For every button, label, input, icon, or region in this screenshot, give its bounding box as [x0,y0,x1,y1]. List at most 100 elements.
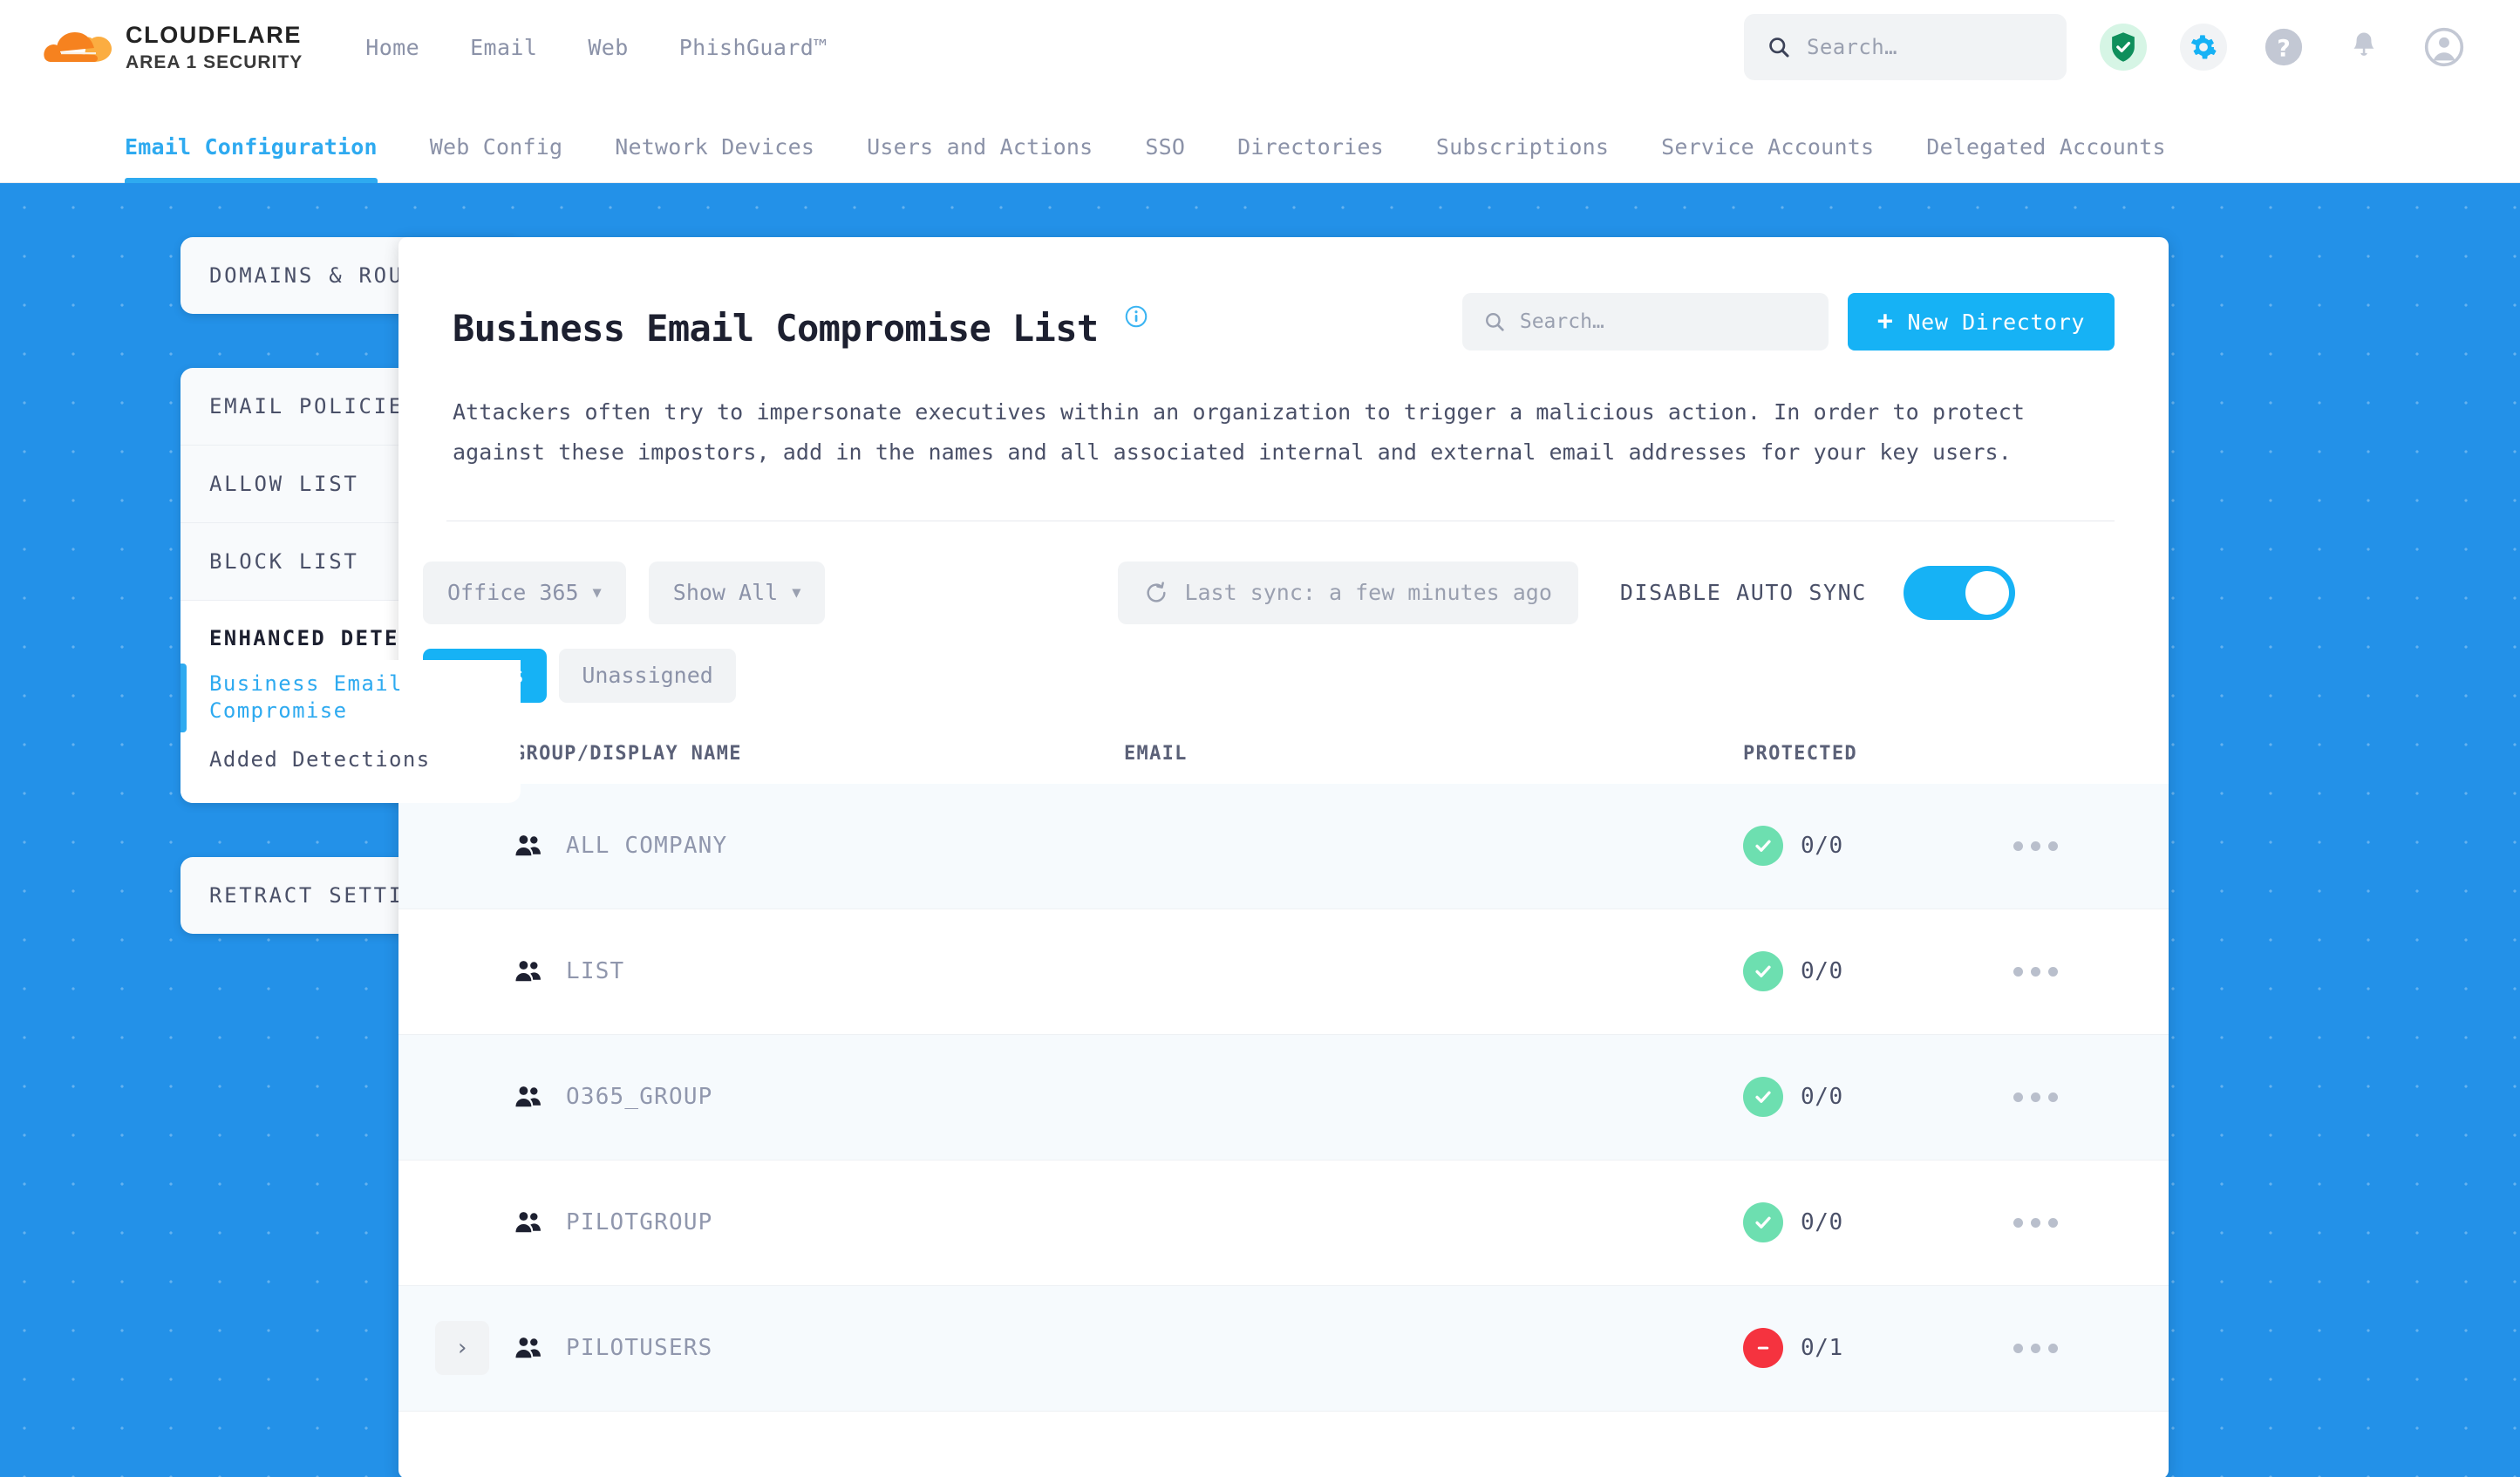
overflow-menu-icon[interactable] [2013,1217,2162,1228]
main-header: Business Email Compromise List Search… [398,237,2169,351]
overflow-menu-icon[interactable] [2013,841,2162,851]
topnav-item-phishguard[interactable]: PhishGuard™ [678,34,828,60]
search-icon [1769,37,1789,58]
shield-check-icon[interactable] [2100,24,2147,71]
group-people-icon [515,961,541,982]
auto-sync-label: DISABLE AUTO SYNC [1619,580,1867,605]
secondary-nav: Email Configuration Web Config Network D… [0,94,2520,183]
tab-delegated-accounts[interactable]: Delegated Accounts [1926,134,2166,160]
row-protected-text: 0/0 [1801,958,1843,984]
page-body: DOMAINS & ROUTING EMAIL POLICIES ALLOW L… [0,183,2520,1477]
row-protected-text: 0/0 [1801,1209,1843,1235]
row-protected-text: 0/0 [1801,1084,1843,1110]
tab-email-configuration[interactable]: Email Configuration [125,134,378,183]
page-title-text: Business Email Compromise List [453,307,1099,350]
directory-search-input[interactable]: Search… [1461,293,1829,351]
row-expand-cell: › [398,1321,514,1375]
page-title: Business Email Compromise List [453,294,1148,350]
view-segments: Groups Unassigned [398,624,2169,703]
provider-select[interactable]: Office 365 ▼ [423,561,626,624]
header-actions: Search… ? [1744,14,2468,80]
row-protected-cell: 0/0 [1743,1077,2013,1117]
help-icon[interactable]: ? [2260,24,2307,71]
tab-sso[interactable]: SSO [1145,134,1186,160]
row-name-text: LIST [566,958,625,984]
app-header: CLOUDFLARE AREA 1 SECURITY Home Email We… [0,0,2520,94]
sidebar-item-block-list[interactable]: BLOCK LIST [180,523,521,601]
row-menu-cell [2013,1092,2162,1102]
cloudflare-cloud-icon [44,32,112,62]
col-header-email: EMAIL [1124,742,1188,765]
info-icon[interactable] [1125,294,1148,337]
avatar-glyph [2424,27,2464,67]
row-name-cell: LIST [514,958,1124,984]
toggle-knob [1965,570,2009,615]
row-protected-cell: 0/0 [1743,951,2013,991]
row-name-cell: O365_GROUP [514,1084,1124,1110]
tab-subscriptions[interactable]: Subscriptions [1435,134,1610,160]
filter-toolbar: Office 365 ▼ Show All ▼ Last sync: a few… [398,521,2169,624]
global-search-input[interactable]: Search… [1744,14,2067,80]
table-row[interactable]: PILOTGROUP 0/0 [398,1160,2169,1286]
check-icon [1755,1091,1771,1103]
sidebar-item-added-detections[interactable]: Added Detections [180,735,521,803]
tab-service-accounts[interactable]: Service Accounts [1661,134,1875,160]
col-header-protected: PROTECTED [1743,742,1857,765]
row-name-cell: PILOTGROUP [514,1209,1124,1235]
tab-users-and-actions[interactable]: Users and Actions [867,134,1093,160]
provider-select-value: Office 365 [447,580,579,605]
check-icon [1755,965,1771,977]
brand-name: CLOUDFLARE [126,21,302,48]
new-directory-label: New Directory [1907,309,2085,335]
tab-directories[interactable]: Directories [1237,134,1384,160]
table-row[interactable]: LIST 0/0 [398,909,2169,1035]
group-people-icon [515,835,541,856]
table-row[interactable]: ALL COMPANY 0/0 [398,783,2169,909]
svg-text:?: ? [2277,35,2291,62]
row-name-text: O365_GROUP [566,1084,713,1110]
row-protected-cell: 0/0 [1743,826,2013,866]
user-avatar-icon[interactable] [2421,24,2468,71]
sidebar-item-business-email-compromise[interactable]: Business Email Compromise [180,660,521,736]
sidebar-item-email-policies[interactable]: EMAIL POLICIES [180,368,521,446]
row-name-text: ALL COMPANY [566,833,728,859]
topnav-item-email[interactable]: Email [470,34,538,60]
row-menu-cell [2013,966,2162,977]
main-header-actions: Search… + New Directory [1461,293,2115,351]
chevron-down-icon: ▼ [592,583,602,602]
group-people-icon [515,1086,541,1107]
last-sync-status[interactable]: Last sync: a few minutes ago [1118,561,1578,624]
check-icon [1755,1216,1771,1229]
auto-sync-toggle[interactable] [1903,565,2015,620]
status-badge-ok [1743,951,1783,991]
chevron-right-icon[interactable]: › [435,1321,489,1375]
overflow-menu-icon[interactable] [2013,1343,2162,1353]
global-search-placeholder: Search… [1807,35,1897,59]
table-row[interactable]: › PILOTUSERS 0/1 [398,1285,2169,1412]
sidebar-item-allow-list[interactable]: ALLOW LIST [180,446,521,523]
row-protected-cell: 0/1 [1743,1328,2013,1368]
tab-web-config[interactable]: Web Config [429,134,563,160]
status-badge-error [1743,1328,1783,1368]
scope-select[interactable]: Show All ▼ [648,561,826,624]
segment-unassigned[interactable]: Unassigned [559,648,736,703]
topnav-item-web[interactable]: Web [588,34,629,60]
brand-logo[interactable]: CLOUDFLARE AREA 1 SECURITY [40,21,303,72]
chevron-down-icon: ▼ [792,583,801,602]
overflow-menu-icon[interactable] [2013,966,2162,977]
new-directory-button[interactable]: + New Directory [1847,293,2115,351]
help-glyph: ? [2265,28,2303,66]
gear-icon[interactable] [2180,24,2227,71]
group-people-icon [515,1212,541,1233]
tab-network-devices[interactable]: Network Devices [615,134,815,160]
table-row[interactable]: O365_GROUP 0/0 [398,1034,2169,1160]
table-header: GROUP/DISPLAY NAME EMAIL PROTECTED [398,703,2169,784]
scope-select-value: Show All [672,580,779,605]
overflow-menu-icon[interactable] [2013,1092,2162,1102]
bell-icon[interactable] [2340,24,2387,71]
row-name-cell: PILOTUSERS [514,1335,1124,1361]
topnav-item-home[interactable]: Home [365,34,420,60]
shield-check-glyph [2112,32,2135,62]
row-protected-text: 0/1 [1801,1335,1843,1361]
brand-product: AREA 1 SECURITY [126,51,303,72]
